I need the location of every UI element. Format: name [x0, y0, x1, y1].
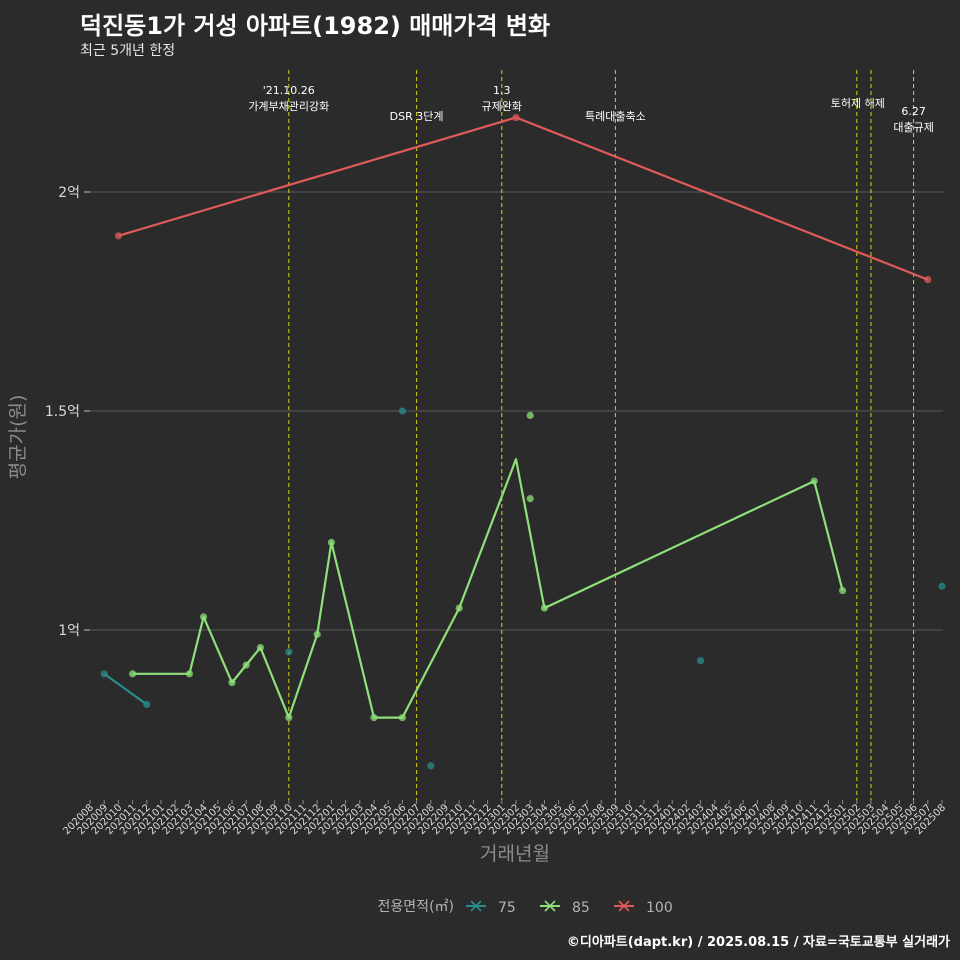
data-point-85 — [398, 714, 406, 722]
legend: 전용면적(㎡) 75 85 100 — [378, 899, 673, 916]
x-axis-ticks: 2020082020092020102020112020122021012021… — [61, 800, 948, 837]
data-point-85 — [228, 678, 236, 687]
data-point-100 — [924, 276, 932, 284]
data-point-85 — [242, 661, 250, 669]
legend-title: 전용면적(㎡) — [378, 899, 454, 915]
event-label: 6.27 — [901, 105, 926, 118]
data-point-85 — [526, 495, 534, 503]
data-point-85 — [185, 670, 193, 678]
data-point-85 — [455, 604, 463, 612]
event-label: 1.3 — [493, 84, 511, 97]
data-point-85 — [526, 411, 534, 419]
event-label: 대출규제 — [893, 121, 933, 134]
data-point-75 — [938, 582, 946, 590]
y-axis-ticks: 1억 1.5억 2억 — [45, 185, 90, 639]
data-point-75 — [143, 700, 151, 709]
data-point-75 — [398, 407, 406, 415]
series-line-100 — [118, 116, 929, 281]
data-point-85 — [313, 630, 321, 638]
event-label: 가계부채관리강화 — [248, 100, 329, 113]
event-label: 토허제 해제 — [831, 96, 885, 110]
series-layer — [100, 113, 946, 770]
source-caption: ©디아파트(dapt.kr) / 2025.08.15 / 자료=국토교통부 실… — [566, 935, 950, 950]
series-line-75 — [103, 672, 148, 706]
legend-cross-icon — [544, 900, 556, 912]
legend-item-85: 85 — [540, 900, 590, 916]
data-point-100 — [512, 113, 520, 122]
data-point-75 — [427, 762, 435, 770]
data-point-85 — [540, 604, 549, 612]
y-axis-title: 평균가(원) — [7, 395, 29, 480]
legend-label: 75 — [498, 900, 516, 916]
data-point-75 — [697, 657, 705, 665]
data-point-85 — [810, 477, 818, 485]
x-axis-title: 거래년월 — [480, 843, 550, 865]
event-label: DSR 3단계 — [390, 110, 444, 123]
legend-cross-icon — [618, 900, 630, 912]
legend-label: 85 — [572, 900, 590, 916]
series-line-85 — [132, 458, 844, 719]
y-tick-label: 2억 — [58, 185, 80, 201]
legend-label: 100 — [646, 900, 673, 916]
data-point-100 — [114, 232, 122, 240]
data-point-85 — [327, 538, 335, 547]
data-point-85 — [129, 670, 137, 678]
data-point-75 — [285, 648, 293, 656]
event-label: '21.10.26 — [263, 84, 315, 97]
grid-lines — [90, 191, 943, 631]
event-label: 특례대출축소 — [585, 110, 646, 123]
chart-title: 덕진동1가 거성 아파트(1982) 매매가격 변화 — [80, 12, 551, 40]
data-point-85 — [200, 613, 208, 621]
event-label: 규제완화 — [482, 100, 522, 113]
y-tick-label: 1.5억 — [45, 404, 80, 420]
legend-item-75: 75 — [466, 900, 516, 916]
data-point-85 — [256, 643, 264, 652]
data-point-85 — [839, 586, 847, 595]
y-tick-label: 1억 — [58, 623, 80, 639]
data-point-75 — [100, 670, 108, 678]
chart-subtitle: 최근 5개년 한정 — [80, 43, 176, 59]
data-point-85 — [370, 714, 378, 722]
legend-cross-icon — [470, 900, 482, 912]
legend-item-100: 100 — [614, 900, 673, 916]
data-point-85 — [285, 714, 293, 722]
